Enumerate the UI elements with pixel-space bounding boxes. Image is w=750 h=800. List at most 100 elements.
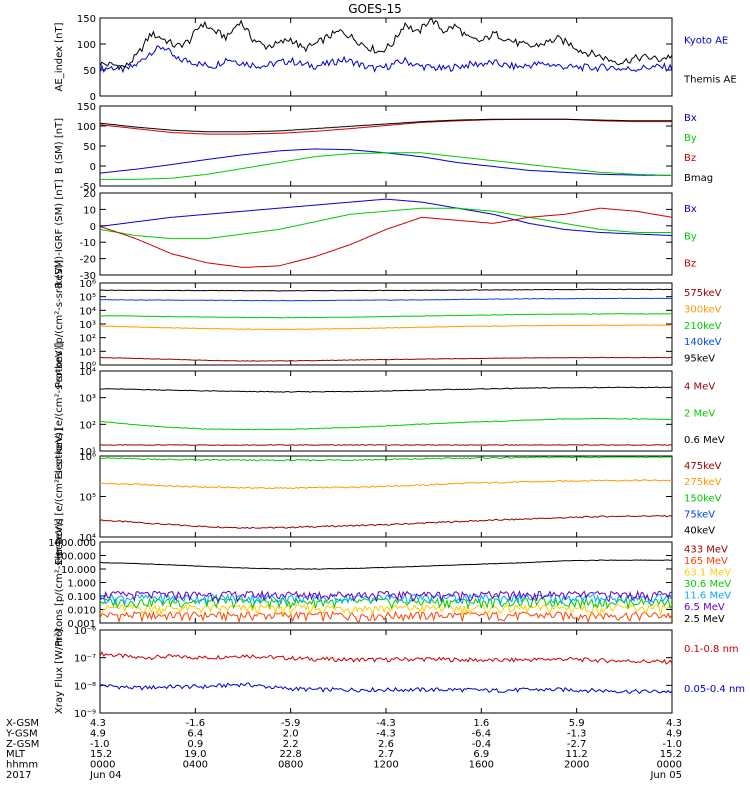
legend-label: 575keV (684, 288, 722, 299)
series-line-2-2 (100, 152, 673, 180)
y-axis-label: Protons [p/(cm²-s-sr-keV)] (54, 518, 65, 646)
legend-label: 2 MeV (684, 408, 715, 419)
y-tick-label: 1000.000 (48, 538, 96, 549)
legend-label: 4 MeV (684, 382, 715, 393)
y-tick-label: 10² (79, 420, 96, 431)
y-axis-label: B (SM) [nT] (54, 118, 65, 174)
y-axis-label: Electrons [e/(cm²-s-sr-keV)] (54, 342, 65, 479)
y-tick-label: -30 (80, 271, 96, 282)
row-label: Y-GSM (5, 728, 38, 739)
y-tick-label: 10¹ (79, 347, 96, 358)
table-cell: -1.0 (662, 739, 682, 750)
y-tick-label: 10⁴ (79, 367, 96, 378)
series-line-7-2 (99, 610, 673, 624)
y-axis-label: Xray Flux [W/m²] (54, 629, 65, 714)
bottom-axis-table: X-GSMY-GSMZ-GSMMLThhmm20174.34.9-1.015.2… (5, 718, 682, 781)
series-line-7-7 (99, 559, 673, 570)
table-cell: -6.4 (472, 728, 492, 739)
legend-label: 475keV (684, 461, 722, 472)
row-label: X-GSM (6, 718, 39, 729)
legend-label: 6.5 MeV (684, 602, 725, 613)
table-cell: 4.9 (90, 728, 106, 739)
table-cell: 4.3 (666, 718, 682, 729)
panel-frame (99, 629, 673, 714)
series-line-1-2 (99, 18, 673, 71)
y-tick-label: 10³ (79, 394, 96, 405)
row-label: hhmm (6, 760, 38, 771)
panel-frame (99, 370, 673, 452)
series-line-8-1 (99, 651, 673, 665)
y-tick-label: -10 (80, 238, 96, 249)
table-cell: 0000 (90, 760, 115, 771)
table-cell: 19.0 (184, 749, 206, 760)
y-tick-label: 10⁵ (79, 293, 96, 304)
y-tick-label: 10⁴ (79, 533, 96, 544)
panel-frame (99, 282, 673, 366)
legend-label: 30.6 MeV (684, 579, 731, 590)
y-tick-label: 10.000 (61, 565, 96, 576)
legend-label: 275keV (684, 477, 722, 488)
series-line-3-2 (99, 207, 672, 240)
panel-4: 10⁰ 10¹ 10² 10³ 10⁴ 10⁵ 10⁶ Protons [p/(cm²-s-s… (54, 260, 722, 388)
series-line-7-5 (99, 592, 673, 607)
table-cell: 1.6 (473, 718, 489, 729)
y-tick-label: 10 (83, 205, 96, 216)
table-cell: 22.8 (280, 749, 302, 760)
y-tick-label: 10⁻⁸ (74, 681, 96, 692)
series-line-4-2 (99, 324, 673, 331)
table-cell: -1.6 (186, 718, 206, 729)
table-cell: 1200 (373, 760, 398, 771)
series-line-2-4 (99, 118, 672, 133)
y-tick-label: 0 (90, 222, 96, 233)
legend-label: 0.6 MeV (684, 435, 725, 446)
legend-label: 11.6 MeV (684, 591, 731, 602)
y-tick-label: 10⁻⁶ (74, 626, 96, 637)
table-cell: 2.2 (283, 739, 299, 750)
legend-label: 2.5 MeV (684, 614, 725, 625)
y-tick-label: 10¹ (79, 447, 96, 458)
legend-label: Bx (684, 113, 697, 124)
row-label: 2017 (6, 770, 31, 781)
legend-label: Bz (684, 153, 696, 164)
panel-8: 10⁻⁹ 10⁻⁸ 10⁻⁷ 10⁻⁶ Xray Flux [W/m²] 0.1-0.8 … (54, 626, 745, 720)
legend-label: Themis AE (683, 74, 737, 85)
table-cell: 0800 (278, 760, 303, 771)
series-line-4-4 (99, 297, 673, 302)
panel-frame (99, 17, 673, 97)
y-tick-label: 10⁰ (79, 361, 96, 372)
y-tick-label: 0.001 (67, 619, 96, 630)
y-tick-label: 20 (83, 189, 96, 200)
y-tick-label: 100.000 (55, 552, 96, 563)
y-tick-label: 100 (77, 122, 96, 133)
series-line-4-5 (99, 288, 673, 292)
table-cell: 4.9 (666, 728, 682, 739)
table-cell: -2.7 (567, 739, 587, 750)
legend-label: Kyoto AE (684, 35, 728, 46)
table-cell: 11.2 (566, 749, 588, 760)
y-tick-label: 0.010 (67, 606, 96, 617)
y-tick-label: 10² (79, 334, 96, 345)
legend-label: Bz (684, 259, 696, 270)
y-axis-label: B (SM)-IGRF (SM) [nT] (54, 179, 65, 288)
legend-label: 0.05-0.4 nm (684, 684, 745, 695)
series-line-6-2 (99, 479, 673, 490)
table-cell: 0400 (183, 760, 208, 771)
y-tick-label: 10⁶ (79, 452, 96, 463)
legend-label: Bx (684, 204, 697, 215)
series-line-4-3 (100, 313, 673, 319)
legend-label: 300keV (684, 304, 722, 315)
table-cell: 15.2 (90, 749, 112, 760)
table-cell: 0000 (657, 760, 682, 771)
y-tick-label: 150 (77, 14, 96, 25)
y-tick-label: 150 (77, 102, 96, 113)
table-cell: 2.7 (378, 749, 394, 760)
series-line-4-1 (99, 356, 673, 362)
legend-label: 210keV (684, 321, 722, 332)
table-cell: 5.9 (569, 718, 585, 729)
panel-6: 10⁴ 10⁵ 10⁶ Electrons [e/(cm²-s-sr-keV)] 475… (54, 428, 722, 565)
figure-title: GOES-15 (348, 2, 402, 16)
legend-label: 63.1 MeV (684, 568, 731, 579)
legend-label: 150keV (684, 493, 722, 504)
y-tick-label: 10⁴ (79, 306, 96, 317)
legend-label: 40keV (684, 526, 715, 537)
